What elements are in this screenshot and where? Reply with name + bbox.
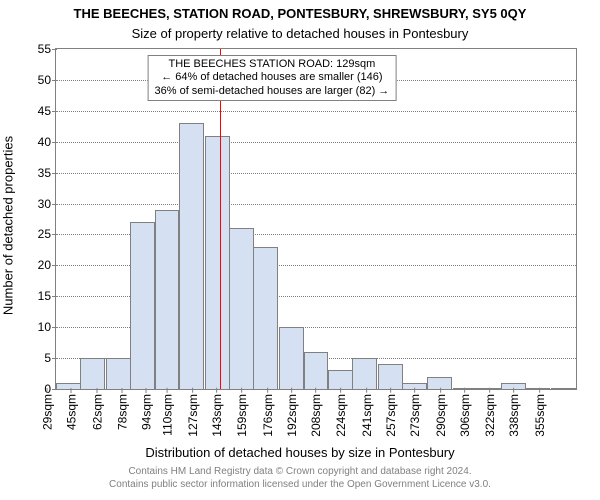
y-tick-label: 25	[21, 227, 56, 241]
y-axis-label: Number of detached properties	[1, 136, 16, 315]
y-tick-label: 55	[21, 42, 56, 56]
y-tick-label: 50	[21, 73, 56, 87]
x-tick-label: 78sqm	[115, 389, 129, 430]
x-tick-label: 208sqm	[309, 389, 323, 437]
x-tick-label: 45sqm	[65, 389, 79, 430]
footer-line-2: Contains public sector information licen…	[0, 479, 600, 490]
histogram-bar	[352, 358, 377, 389]
histogram-bar	[328, 370, 353, 389]
histogram-bar	[80, 358, 105, 389]
y-tick-label: 45	[21, 104, 56, 118]
x-tick-label: 306sqm	[458, 389, 472, 437]
x-tick-label: 322sqm	[483, 389, 497, 437]
x-tick-label: 143sqm	[211, 389, 225, 437]
histogram-bar	[551, 388, 576, 389]
chart-container: { "chart": { "type": "histogram", "title…	[0, 0, 600, 500]
chart-title: THE BEECHES, STATION ROAD, PONTESBURY, S…	[0, 6, 600, 21]
histogram-bar	[106, 358, 131, 389]
x-tick-label: 94sqm	[139, 389, 153, 430]
histogram-bar	[253, 247, 278, 389]
x-tick-label: 290sqm	[434, 389, 448, 437]
histogram-bar	[279, 327, 304, 389]
y-tick-label: 20	[21, 258, 56, 272]
y-tick-label: 40	[21, 135, 56, 149]
histogram-bar	[130, 222, 155, 389]
plot-area: 051015202530354045505529sqm45sqm62sqm78s…	[55, 48, 577, 390]
gridline	[56, 111, 576, 112]
x-tick-label: 127sqm	[186, 389, 200, 437]
gridline	[56, 142, 576, 143]
histogram-bar	[155, 210, 180, 389]
x-tick-label: 257sqm	[384, 389, 398, 437]
x-tick-label: 338sqm	[507, 389, 521, 437]
histogram-bar	[304, 352, 329, 389]
x-tick-label: 110sqm	[161, 389, 175, 436]
y-tick-label: 35	[21, 166, 56, 180]
annotation-line: THE BEECHES STATION ROAD: 129sqm	[168, 58, 375, 70]
x-tick-label: 29sqm	[41, 389, 55, 430]
annotation-box: THE BEECHES STATION ROAD: 129sqm← 64% of…	[148, 55, 397, 101]
x-tick-label: 62sqm	[91, 389, 105, 430]
histogram-bar	[229, 228, 254, 389]
chart-subtitle: Size of property relative to detached ho…	[0, 26, 600, 41]
gridline	[56, 204, 576, 205]
histogram-bar	[179, 123, 204, 389]
x-tick-label: 192sqm	[285, 389, 299, 437]
x-tick-label: 224sqm	[334, 389, 348, 437]
x-axis-label: Distribution of detached houses by size …	[0, 445, 600, 460]
x-tick-label: 159sqm	[235, 389, 249, 437]
x-tick-label: 241sqm	[360, 389, 374, 437]
x-tick-label: 273sqm	[408, 389, 422, 437]
x-tick-label: 355sqm	[533, 389, 547, 437]
y-tick-label: 10	[21, 320, 56, 334]
gridline	[56, 173, 576, 174]
histogram-bar	[378, 364, 403, 389]
annotation-line: ← 64% of detached houses are smaller (14…	[155, 71, 390, 84]
y-tick-label: 30	[21, 197, 56, 211]
x-tick-label: 176sqm	[261, 389, 275, 437]
footer-line-1: Contains HM Land Registry data © Crown c…	[0, 466, 600, 477]
y-tick-label: 15	[21, 289, 56, 303]
histogram-bar	[205, 136, 230, 389]
annotation-line: 36% of semi-detached houses are larger (…	[155, 85, 390, 98]
y-tick-label: 5	[21, 351, 56, 365]
